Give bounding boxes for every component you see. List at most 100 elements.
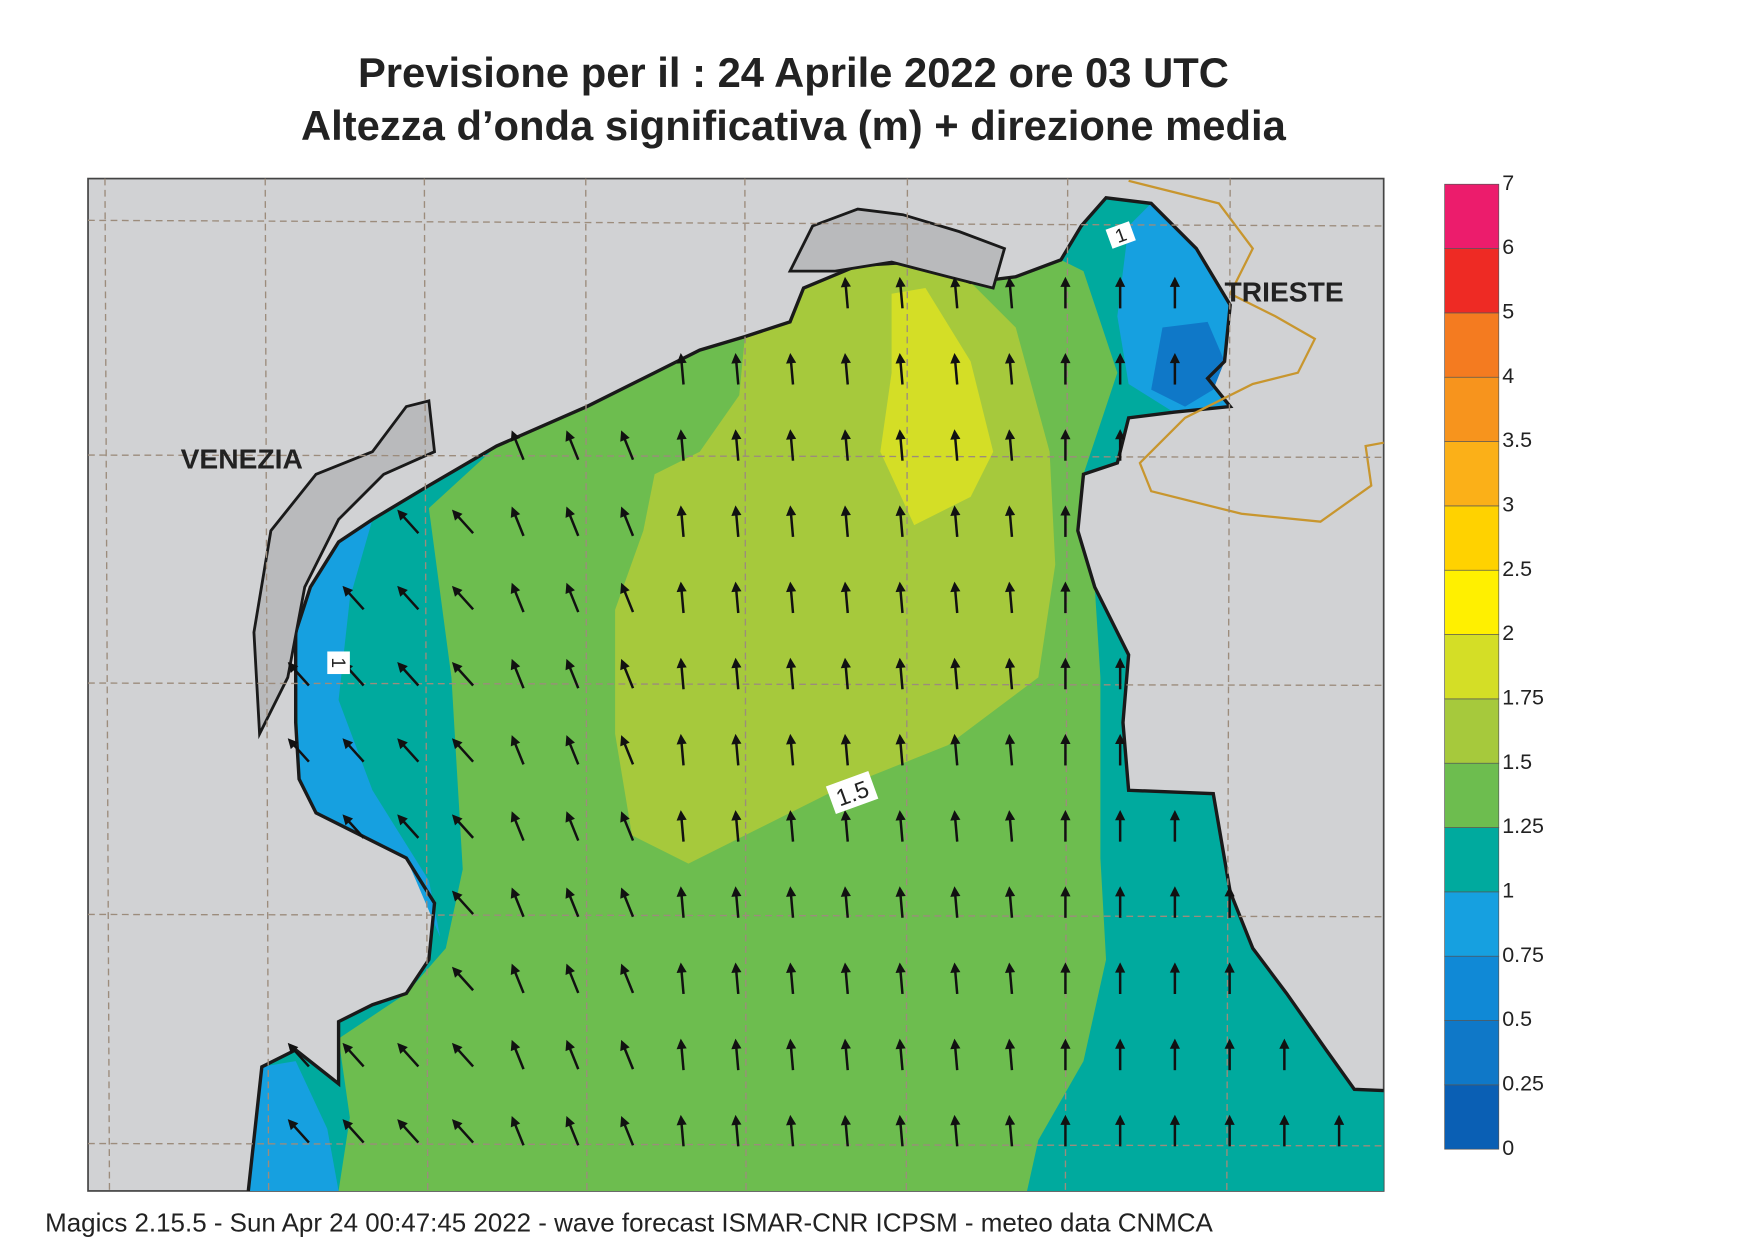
arrow-head [565,887,575,899]
arrow-head [676,657,687,669]
arrow-head [840,733,851,745]
arrow-head [840,657,851,669]
arrow [950,505,961,537]
lagoon [787,207,1007,290]
arrow-head [451,1042,463,1054]
arrow-head [565,582,575,595]
arrow [1060,962,1071,995]
arrow [1169,962,1180,995]
arrow-head [1115,1114,1126,1125]
arrow [565,506,580,537]
arrow [510,735,525,765]
arrow-head [731,657,742,669]
arrow-head [786,505,797,516]
arrow-head [1060,962,1071,973]
arrow-head [731,505,742,516]
colorbar-band [1444,505,1500,571]
colorbar-band [1444,1020,1500,1086]
arrow [620,582,635,613]
arrow [786,429,797,461]
arrow-head [1005,657,1016,669]
arrow-head [840,962,851,974]
arrow [840,1038,851,1071]
arrow [1005,962,1016,995]
colorbar-label: 7 [1502,171,1514,195]
arrow-head [397,662,408,673]
colorbar-label: 2 [1502,621,1514,645]
arrow-head [895,505,906,516]
arrow-head [451,890,463,902]
arrow-head [1060,581,1071,592]
arrow [287,1042,310,1068]
arrow-head [1060,352,1071,364]
arrow [786,810,797,842]
arrow [731,962,742,995]
label-box [327,651,350,675]
arrow-head [950,962,961,974]
arrow-head [895,1038,906,1050]
arrow-head [950,429,961,440]
arrow [510,582,525,613]
arrow-head [451,585,463,597]
arrow-head [895,1114,906,1126]
contour-label: 1 [327,651,350,675]
footer: Magics 2.15.5 - Sun Apr 24 00:47:45 2022… [45,1210,1213,1238]
arrow [840,733,851,766]
arrow [1224,886,1235,918]
label-box [1105,221,1136,249]
colorbar-label: 0.5 [1502,1007,1532,1031]
arrow [786,886,797,918]
arrow-head [1060,1114,1071,1125]
arrow-head [786,886,797,897]
arrow-head [1005,1038,1016,1050]
arrow [840,810,851,842]
arrow [895,886,906,918]
arrow [1115,810,1126,842]
arrow [731,1038,742,1071]
arrow-head [731,1114,742,1126]
arrow-head [1060,1038,1071,1049]
arrow [1005,733,1016,766]
arrow-head [397,1119,408,1131]
arrow-head [565,1039,575,1052]
arrow-head [840,429,851,440]
city-label: TRIESTE [1225,276,1344,308]
arrow-head [840,886,851,897]
arrow [1005,1038,1016,1071]
arrow-head [510,430,521,442]
arrow-head [1169,962,1180,973]
arrow [840,1114,851,1147]
direction-arrows [287,276,1345,1147]
arrow [620,963,635,994]
arrow [1005,353,1016,385]
arrow-head [840,1114,851,1126]
colorbar-band [1444,248,1500,314]
arrow-head [510,887,521,899]
arrow [950,1038,961,1071]
arrow-head [620,887,630,899]
arrow [510,658,525,689]
arrow-head [620,430,630,442]
arrow-head [895,962,906,974]
label-box [825,771,879,815]
arrow-head [786,1114,797,1126]
arrow [565,811,580,842]
colorbar-label: 0 [1502,1136,1514,1160]
colorbar-label: 3.5 [1502,428,1532,452]
arrow-head [1169,886,1180,897]
arrow-head [731,429,742,440]
arrow-head [840,276,851,288]
arrow-head [451,738,463,750]
arrow-head [1115,352,1126,364]
arrow [1115,352,1126,385]
arrow [1005,1114,1016,1147]
arrow-head [510,811,521,823]
arrow [950,581,961,614]
arrow [565,1039,580,1070]
arrow [1060,1114,1071,1147]
arrow-head [1005,581,1016,593]
arrow-head [620,963,630,975]
arrow [840,429,851,461]
arrow-head [1169,810,1180,821]
colorbar-label: 1.75 [1502,686,1544,710]
